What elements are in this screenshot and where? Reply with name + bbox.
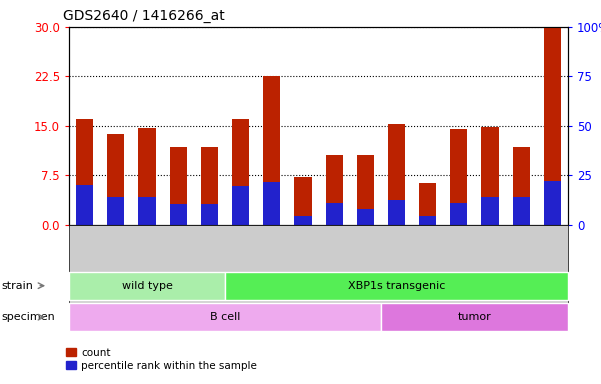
Bar <box>263 182 280 225</box>
Bar <box>76 185 93 225</box>
Bar <box>232 186 249 225</box>
Bar <box>76 119 93 225</box>
Bar <box>450 203 468 225</box>
Bar <box>232 119 249 225</box>
Bar <box>513 197 529 225</box>
Legend: count, percentile rank within the sample: count, percentile rank within the sample <box>63 344 261 375</box>
Bar <box>357 156 374 225</box>
Bar <box>263 76 280 225</box>
Text: specimen: specimen <box>2 312 55 322</box>
Bar <box>544 181 561 225</box>
Bar <box>201 204 218 225</box>
Bar <box>481 197 499 225</box>
Bar <box>108 134 124 225</box>
Bar <box>108 197 124 225</box>
Bar <box>326 203 343 225</box>
Text: B cell: B cell <box>210 312 240 322</box>
Bar <box>326 156 343 225</box>
Text: tumor: tumor <box>457 312 491 322</box>
Bar <box>169 204 187 225</box>
Text: XBP1s transgenic: XBP1s transgenic <box>348 281 445 291</box>
Text: strain: strain <box>2 281 34 291</box>
Bar <box>294 216 311 225</box>
Text: wild type: wild type <box>121 281 172 291</box>
Bar <box>513 147 529 225</box>
Bar <box>169 147 187 225</box>
Bar <box>294 177 311 225</box>
Bar <box>138 197 156 225</box>
Bar <box>419 183 436 225</box>
Bar <box>357 209 374 225</box>
Bar <box>138 128 156 225</box>
Text: GDS2640 / 1416266_at: GDS2640 / 1416266_at <box>63 9 225 23</box>
Bar <box>481 127 499 225</box>
Bar <box>388 200 405 225</box>
Bar <box>201 147 218 225</box>
Bar <box>388 124 405 225</box>
Bar <box>450 129 468 225</box>
Bar <box>419 216 436 225</box>
Bar <box>544 28 561 225</box>
